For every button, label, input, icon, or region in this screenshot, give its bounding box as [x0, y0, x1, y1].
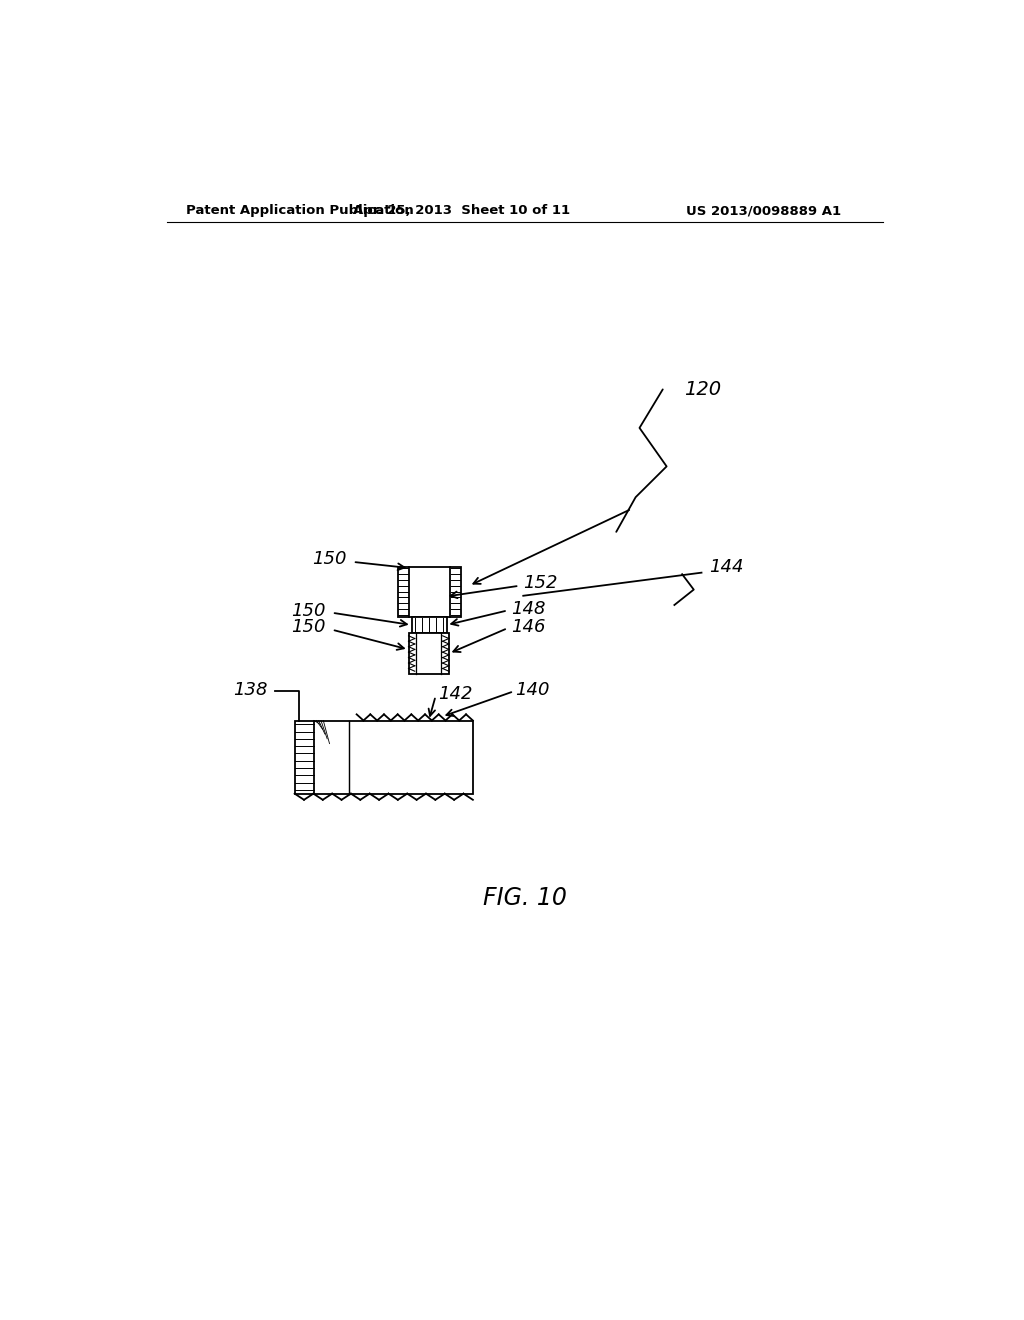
Text: 146: 146: [512, 618, 546, 635]
Text: 150: 150: [312, 550, 346, 568]
Text: Apr. 25, 2013  Sheet 10 of 11: Apr. 25, 2013 Sheet 10 of 11: [352, 205, 569, 218]
Text: 148: 148: [512, 599, 546, 618]
Text: 142: 142: [438, 685, 472, 702]
Text: 152: 152: [523, 574, 558, 593]
Text: 138: 138: [233, 681, 267, 698]
Bar: [397, 566, 461, 616]
Text: 120: 120: [684, 380, 722, 399]
Text: US 2013/0098889 A1: US 2013/0098889 A1: [686, 205, 841, 218]
Text: 140: 140: [515, 681, 550, 698]
Bar: [295, 721, 473, 793]
Bar: [409, 634, 449, 673]
Bar: [412, 616, 446, 634]
Text: Patent Application Publication: Patent Application Publication: [186, 205, 414, 218]
Text: 150: 150: [291, 618, 326, 635]
Text: FIG. 10: FIG. 10: [483, 886, 566, 909]
Text: 150: 150: [291, 602, 326, 620]
Text: 144: 144: [710, 557, 743, 576]
